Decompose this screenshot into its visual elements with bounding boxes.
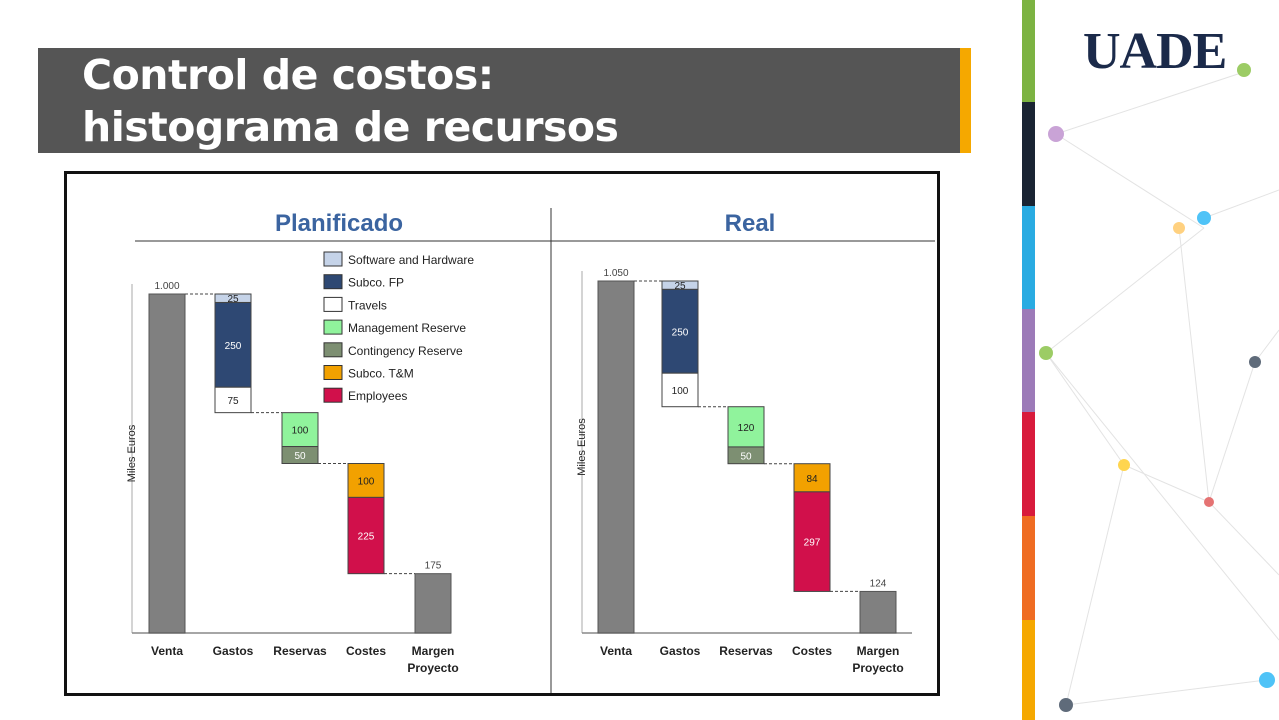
category-label: Costes [792, 644, 832, 658]
chart-title: Real [725, 210, 776, 237]
chart-panel-planificado: Planificado Miles Euros 1.000 175 25 250 75 100… [126, 210, 459, 675]
stripe-segment [1022, 412, 1035, 516]
segment-label: 250 [225, 341, 242, 352]
total-bar-label: 124 [870, 578, 887, 589]
y-axis-label: Miles Euros [576, 418, 588, 476]
category-label: Proyecto [407, 661, 458, 675]
stripe-segment [1022, 0, 1035, 102]
total-bar [414, 573, 452, 634]
segment-bar [281, 446, 319, 464]
legend-item-label: Contingency Reserve [348, 344, 463, 358]
network-decoration [1039, 63, 1279, 712]
segment-bar [347, 496, 385, 575]
total-bar-label: 1.000 [154, 281, 179, 292]
segment-label: 100 [672, 386, 689, 397]
legend-swatch [323, 251, 343, 267]
uade-logo: UADE [1083, 23, 1227, 80]
segment-label: 297 [804, 538, 821, 549]
legend-swatch [323, 274, 343, 290]
segment-label: 100 [358, 476, 375, 487]
segment-bar [793, 491, 831, 592]
category-label: Gastos [660, 644, 701, 658]
category-label: Costes [346, 644, 386, 658]
legend-item-label: Management Reserve [348, 321, 466, 335]
segment-bar [347, 463, 385, 498]
segment-bar [727, 406, 765, 448]
segment-bar [214, 386, 252, 414]
slide-title-line-2: histograma de recursos [82, 103, 619, 151]
total-bar [148, 293, 186, 634]
legend: Software and Hardware Subco. FP Travels Man… [323, 251, 474, 403]
segment-label: 225 [358, 532, 375, 543]
category-label: Margen [857, 644, 900, 658]
segment-label: 250 [672, 327, 689, 338]
segment-label: 84 [806, 474, 818, 485]
segment-label: 50 [740, 451, 752, 462]
segment-bar [661, 372, 699, 408]
legend-swatch [323, 342, 343, 358]
segment-label: 25 [227, 294, 239, 305]
category-label: Reservas [273, 644, 327, 658]
total-bar-label: 175 [425, 561, 442, 572]
title-bar [38, 48, 960, 153]
segment-bar [727, 446, 765, 465]
stripe-segment [1022, 620, 1035, 720]
y-axis-label: Miles Euros [126, 424, 138, 482]
category-label: Reservas [719, 644, 773, 658]
legend-item-label: Subco. FP [348, 276, 404, 290]
segment-bar [793, 463, 831, 493]
segment-bar [281, 412, 319, 448]
legend-item-label: Employees [348, 389, 407, 403]
category-label: Proyecto [852, 661, 903, 675]
waterfall-charts: Planificado Miles Euros 1.000 175 25 250 75 100… [126, 208, 935, 693]
legend-item-label: Software and Hardware [348, 253, 474, 267]
stripe-segment [1022, 309, 1035, 412]
legend-item-label: Subco. T&M [348, 367, 414, 381]
category-label: Venta [151, 644, 183, 658]
legend-swatch [323, 387, 343, 403]
stripe-segment [1022, 206, 1035, 309]
segment-bar [661, 288, 699, 374]
category-label: Venta [600, 644, 632, 658]
legend-swatch [323, 365, 343, 380]
network-dots [1039, 63, 1275, 712]
segment-label: 25 [674, 281, 686, 292]
total-bar [597, 280, 635, 634]
stripe-segment [1022, 516, 1035, 620]
segment-label: 100 [292, 426, 309, 437]
chart-title: Planificado [275, 210, 403, 237]
segment-label: 120 [738, 423, 755, 434]
chart-frame: Planificado Miles Euros 1.000 175 25 250 75 100… [64, 171, 940, 696]
legend-swatch [323, 319, 343, 335]
total-bar [859, 590, 897, 634]
segment-label: 75 [227, 396, 239, 407]
category-label: Margen [412, 644, 455, 658]
total-bar-label: 1.050 [603, 268, 628, 279]
category-label: Gastos [213, 644, 254, 658]
legend-swatch [323, 296, 343, 312]
chart-panel-real: Real Miles Euros 1.050 124 25 250 100 120 50 84 29… [576, 210, 912, 675]
stripe-segment [1022, 102, 1035, 206]
title-accent-bar [960, 48, 971, 153]
segment-label: 50 [294, 451, 306, 462]
slide-title: Control de costos: histograma de recurso… [82, 49, 619, 153]
slide-title-line-1: Control de costos: [82, 51, 494, 99]
legend-item-label: Travels [348, 298, 387, 312]
